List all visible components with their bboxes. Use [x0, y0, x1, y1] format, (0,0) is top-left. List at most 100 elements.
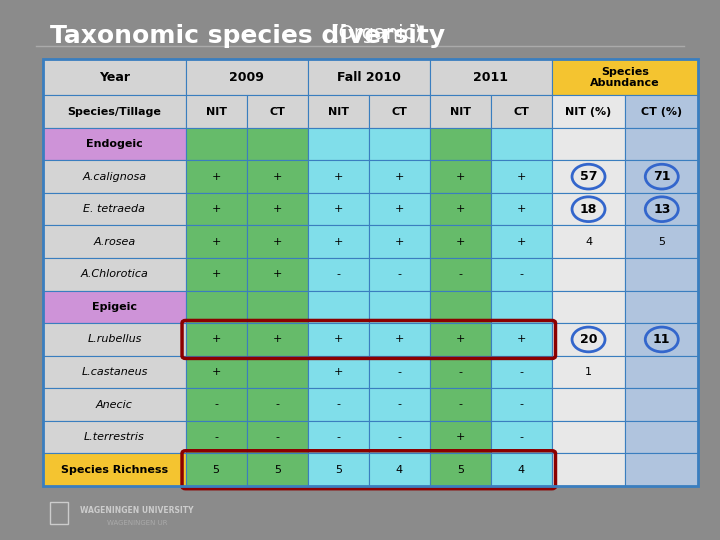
Bar — [625, 226, 698, 258]
Text: 57: 57 — [580, 170, 598, 183]
Bar — [307, 421, 369, 454]
Bar — [625, 388, 698, 421]
Text: +: + — [333, 334, 343, 345]
Bar — [50, 502, 68, 524]
Bar — [491, 258, 552, 291]
Bar — [491, 226, 552, 258]
Bar — [369, 388, 430, 421]
Bar — [491, 323, 552, 356]
Bar — [43, 95, 186, 128]
Bar — [307, 59, 430, 95]
Bar — [491, 421, 552, 454]
Text: 5: 5 — [658, 237, 665, 247]
Bar — [625, 258, 698, 291]
Text: 4: 4 — [396, 465, 403, 475]
Bar — [625, 160, 698, 193]
Bar — [247, 160, 307, 193]
Bar — [552, 454, 625, 486]
Text: +: + — [517, 172, 526, 181]
Text: +: + — [212, 172, 221, 181]
Bar — [43, 128, 186, 160]
Text: Species Richness: Species Richness — [61, 465, 168, 475]
Text: 13: 13 — [653, 202, 670, 215]
Text: 18: 18 — [580, 202, 597, 215]
Text: +: + — [456, 334, 465, 345]
Bar — [186, 258, 247, 291]
Text: Fall 2010: Fall 2010 — [337, 71, 401, 84]
Bar — [430, 323, 491, 356]
Bar — [430, 95, 491, 128]
Bar — [186, 95, 247, 128]
Bar — [625, 128, 698, 160]
Bar — [247, 323, 307, 356]
Bar — [552, 128, 625, 160]
Bar — [430, 128, 491, 160]
Text: +: + — [272, 172, 282, 181]
Bar — [491, 95, 552, 128]
Bar — [491, 160, 552, 193]
Bar — [247, 291, 307, 323]
Bar — [307, 388, 369, 421]
Text: +: + — [212, 204, 221, 214]
Text: +: + — [395, 237, 404, 247]
Bar — [491, 291, 552, 323]
Text: CT (%): CT (%) — [642, 106, 683, 117]
Text: Endogeic: Endogeic — [86, 139, 143, 149]
Bar — [307, 128, 369, 160]
Text: CT: CT — [392, 106, 408, 117]
Bar — [369, 160, 430, 193]
Bar — [186, 454, 247, 486]
Bar — [186, 421, 247, 454]
Bar — [430, 226, 491, 258]
Text: L.terrestris: L.terrestris — [84, 432, 145, 442]
Bar — [186, 193, 247, 226]
Text: -: - — [519, 400, 523, 409]
Bar — [491, 128, 552, 160]
Bar — [186, 323, 247, 356]
Text: NIT (%): NIT (%) — [565, 106, 612, 117]
Text: WAGENINGEN UR: WAGENINGEN UR — [107, 519, 167, 526]
Bar — [247, 95, 307, 128]
Bar — [552, 160, 625, 193]
Bar — [552, 356, 625, 388]
Bar — [430, 454, 491, 486]
Text: NIT: NIT — [206, 106, 227, 117]
Text: -: - — [459, 400, 462, 409]
Text: +: + — [272, 237, 282, 247]
Bar — [369, 356, 430, 388]
Bar — [552, 421, 625, 454]
Bar — [625, 95, 698, 128]
Bar — [430, 291, 491, 323]
Text: 2011: 2011 — [473, 71, 508, 84]
Bar — [552, 258, 625, 291]
Bar — [43, 258, 186, 291]
Bar — [307, 258, 369, 291]
Bar — [43, 323, 186, 356]
Text: E. tetraeda: E. tetraeda — [84, 204, 145, 214]
Text: +: + — [212, 367, 221, 377]
Text: +: + — [212, 334, 221, 345]
Bar — [625, 421, 698, 454]
Text: 5: 5 — [456, 465, 464, 475]
Text: A.Chlorotica: A.Chlorotica — [81, 269, 148, 279]
Bar — [369, 454, 430, 486]
Text: 1: 1 — [585, 367, 592, 377]
Bar — [43, 226, 186, 258]
Bar — [552, 59, 698, 95]
Text: 2009: 2009 — [229, 71, 264, 84]
Text: 4: 4 — [518, 465, 525, 475]
Bar — [43, 59, 186, 95]
Text: A.rosea: A.rosea — [94, 237, 135, 247]
Bar — [247, 226, 307, 258]
Bar — [369, 226, 430, 258]
Bar — [369, 323, 430, 356]
Text: -: - — [275, 432, 279, 442]
Bar — [369, 291, 430, 323]
Text: +: + — [333, 172, 343, 181]
Text: CT: CT — [513, 106, 529, 117]
Bar — [247, 388, 307, 421]
Bar — [430, 160, 491, 193]
Text: +: + — [272, 269, 282, 279]
Bar — [307, 193, 369, 226]
Text: +: + — [212, 237, 221, 247]
